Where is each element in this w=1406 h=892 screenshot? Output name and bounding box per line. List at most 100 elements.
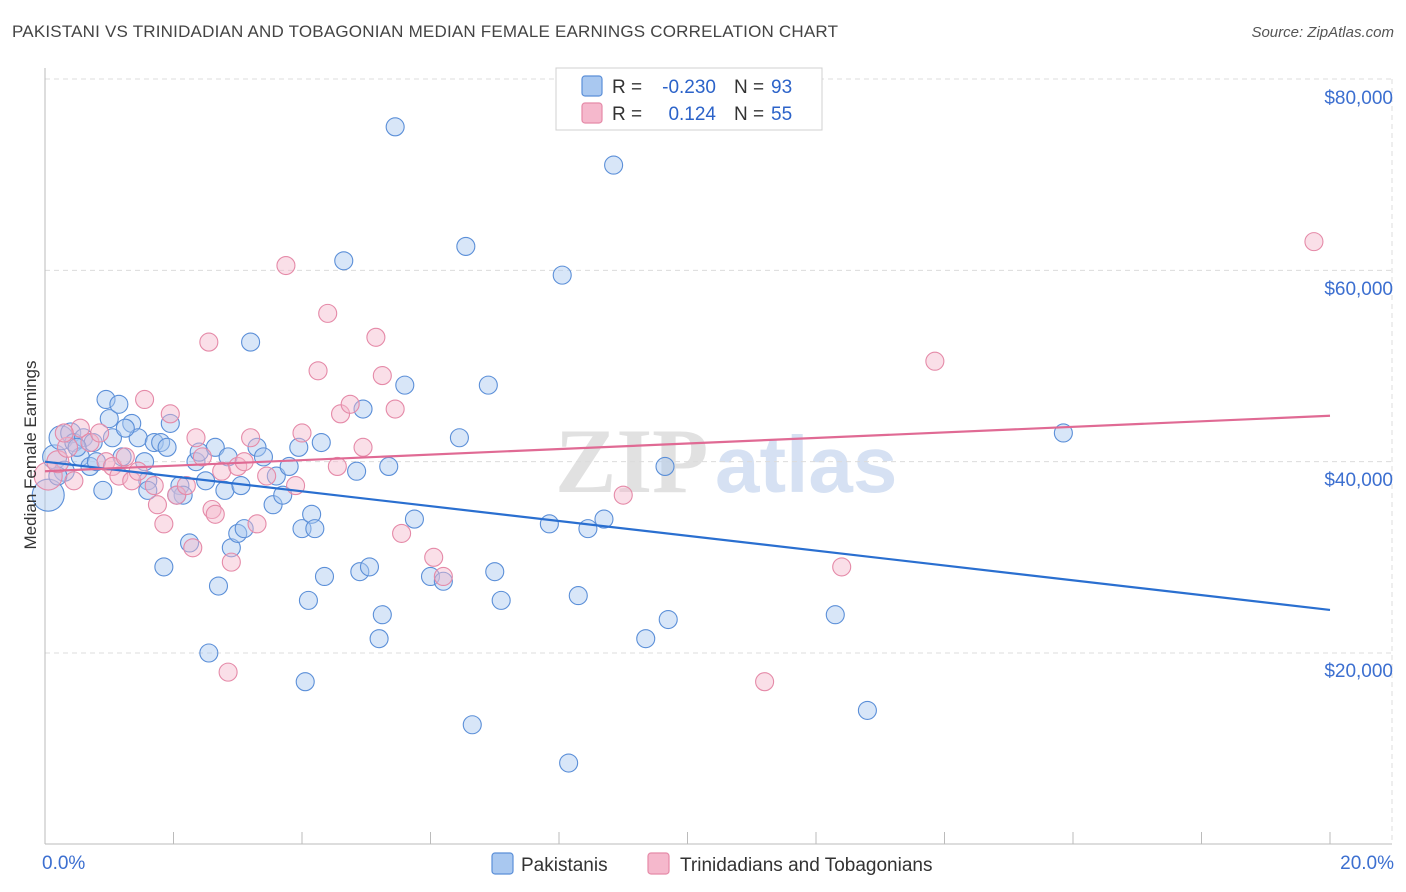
point-trinidadians [340, 394, 360, 414]
stats-r-label-pakistanis: R = [612, 77, 642, 98]
legend-label-trinidadians: Trinidadians and Tobagonians [680, 855, 932, 876]
point-trinidadians [154, 514, 174, 534]
y-tick-label-20000: $20,000 [1324, 661, 1393, 682]
point-trinidadians [755, 672, 775, 692]
point-pakistanis [594, 509, 614, 529]
point-trinidadians [327, 456, 347, 477]
point-pakistanis [305, 519, 325, 539]
point-pakistanis [266, 466, 286, 486]
point-pakistanis [568, 586, 588, 606]
point-trinidadians [115, 447, 135, 467]
point-pakistanis [491, 590, 511, 610]
trend-line-pakistanis [44, 460, 1331, 612]
point-pakistanis [311, 432, 331, 453]
stats-r-label-trinidadians: R = [612, 104, 642, 125]
point-pakistanis [93, 480, 113, 500]
point-pakistanis [241, 332, 261, 352]
point-pakistanis [433, 571, 453, 591]
point-trinidadians [241, 428, 261, 448]
stats-swatch-trinidadians [581, 102, 603, 124]
point-pakistanis [334, 251, 354, 271]
stats-r-value-pakistanis: -0.230 [662, 77, 716, 98]
point-pakistanis [655, 456, 675, 477]
stats-n-label-trinidadians: N = [734, 104, 764, 125]
point-pakistanis [559, 753, 579, 773]
point-trinidadians [330, 404, 351, 424]
point-trinidadians [147, 495, 167, 515]
point-trinidadians [199, 332, 219, 352]
point-pakistanis [552, 265, 572, 285]
point-trinidadians [424, 547, 444, 567]
point-pakistanis [478, 375, 498, 395]
point-pakistanis [298, 590, 318, 610]
chart-title: PAKISTANI VS TRINIDADIAN AND TOBAGONIAN … [12, 22, 839, 41]
y-tick-label-80000: $80,000 [1324, 88, 1393, 109]
point-trinidadians [80, 432, 100, 453]
point-trinidadians [247, 514, 267, 534]
watermark-atlas: atlas [715, 420, 897, 509]
point-pakistanis [604, 155, 624, 175]
x-tick-label-max: 20.0% [1340, 853, 1394, 874]
point-trinidadians [192, 447, 212, 467]
point-pakistanis [208, 576, 229, 596]
point-trinidadians [176, 476, 196, 496]
point-pakistanis [221, 538, 241, 558]
point-trinidadians [54, 423, 74, 443]
point-pakistanis [109, 394, 129, 414]
point-pakistanis [369, 629, 389, 649]
stats-n-value-trinidadians: 55 [771, 104, 792, 125]
point-trinidadians [167, 485, 187, 505]
point-pakistanis [379, 456, 399, 477]
point-pakistanis [263, 495, 283, 515]
watermark-zip: ZIP [555, 410, 708, 512]
stats-n-label-pakistanis: N = [734, 77, 764, 98]
point-pakistanis [359, 557, 380, 577]
point-pakistanis [658, 609, 678, 630]
point-pakistanis [636, 629, 656, 649]
point-pakistanis [857, 700, 877, 720]
point-pakistanis [372, 605, 392, 625]
point-pakistanis [350, 562, 370, 582]
y-tick-label-40000: $40,000 [1324, 470, 1393, 491]
legend-swatch-trinidadians [647, 852, 670, 875]
legend-swatch-pakistanis [491, 852, 514, 875]
point-pakistanis [247, 437, 267, 457]
point-trinidadians [221, 552, 241, 572]
point-trinidadians [392, 523, 412, 543]
point-pakistanis [160, 413, 180, 433]
point-pakistanis [462, 715, 482, 735]
point-pakistanis [302, 504, 322, 524]
point-trinidadians [925, 351, 945, 371]
legend-label-pakistanis: Pakistanis [521, 855, 608, 876]
point-pakistanis [295, 672, 315, 692]
point-trinidadians [186, 428, 206, 448]
point-pakistanis [395, 375, 415, 395]
point-trinidadians [1304, 232, 1324, 252]
point-trinidadians [366, 327, 386, 347]
point-trinidadians [292, 423, 312, 443]
y-tick-label-60000: $60,000 [1324, 279, 1393, 300]
point-pakistanis [205, 437, 225, 457]
point-pakistanis [289, 437, 309, 457]
point-pakistanis [199, 643, 219, 663]
trend-lines [44, 414, 1331, 612]
point-pakistanis [825, 605, 845, 625]
point-pakistanis [347, 461, 367, 481]
point-pakistanis [449, 428, 469, 448]
point-trinidadians [218, 662, 238, 682]
point-pakistanis [99, 409, 119, 429]
point-pakistanis [157, 437, 177, 457]
point-pakistanis [154, 557, 174, 577]
point-pakistanis [485, 562, 505, 582]
stats-swatch-pakistanis [581, 75, 603, 97]
point-trinidadians [257, 466, 277, 486]
point-trinidadians [90, 423, 110, 443]
point-pakistanis [96, 389, 116, 410]
point-pakistanis [102, 428, 123, 448]
point-trinidadians [372, 366, 392, 386]
point-trinidadians [144, 476, 164, 496]
trend-line-trinidadians [44, 414, 1331, 473]
x-tick-label-min: 0.0% [42, 853, 85, 874]
point-trinidadians [205, 504, 225, 524]
